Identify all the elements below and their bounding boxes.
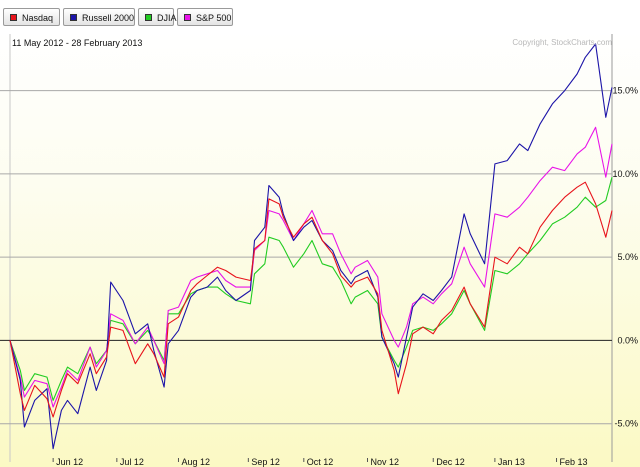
legend-item-nasdaq[interactable]: Nasdaq <box>3 8 60 26</box>
x-tick-label: Dec 12 <box>436 457 465 467</box>
series-line-nasdaq <box>9 181 613 418</box>
djia-swatch <box>145 14 152 21</box>
legend-label: DJIA <box>157 13 177 23</box>
copyright-notice: Copyright, StockCharts.com <box>512 38 612 47</box>
x-tick-label: Oct 12 <box>307 457 334 467</box>
y-tick-label: 10.0% <box>612 169 638 179</box>
series-lines <box>9 43 613 450</box>
legend-item-russell-2000[interactable]: Russell 2000 <box>63 8 135 26</box>
legend-item-djia[interactable]: DJIA <box>138 8 177 26</box>
legend-item-sp500[interactable]: S&P 500 <box>177 8 233 26</box>
x-tick-label: Jan 13 <box>498 457 525 467</box>
x-tick-label: Feb 13 <box>560 457 588 467</box>
nasdaq-swatch <box>10 14 17 21</box>
x-tick-label: Sep 12 <box>251 457 280 467</box>
y-tick-label: 15.0% <box>612 86 638 96</box>
legend-label: S&P 500 <box>196 13 232 23</box>
plot-background <box>0 32 640 467</box>
series-line-s-p-500 <box>9 126 613 408</box>
x-tick-label: Jul 12 <box>120 457 144 467</box>
date-range: 11 May 2012 - 28 February 2013 <box>12 38 142 48</box>
performance-chart: 15.0% 10.0% 5.0% 0.0% -5.0% Jun 12 Jul 12 Aug … <box>0 32 640 467</box>
y-tick-label: 0.0% <box>617 335 638 345</box>
y-tick-label: -5.0% <box>614 419 638 429</box>
chart-area: 15.0% 10.0% 5.0% 0.0% -5.0% Jun 12 Jul 12 Aug … <box>0 32 640 467</box>
x-tick-label: Aug 12 <box>181 457 210 467</box>
grid <box>0 34 613 462</box>
series-line-russell-2000 <box>9 43 613 450</box>
sp500-swatch <box>184 14 191 21</box>
legend-label: Nasdaq <box>22 13 54 23</box>
y-axis: 15.0% 10.0% 5.0% 0.0% -5.0% <box>612 86 638 429</box>
legend-label: Russell 2000 <box>82 13 135 23</box>
x-axis: Jun 12 Jul 12 Aug 12 Sep 12 Oct 12 Nov 12 Dec … <box>52 457 588 467</box>
legend-bar: Nasdaq Russell 2000 DJIA S&P 500 <box>0 0 640 28</box>
x-tick-label: Jun 12 <box>56 457 83 467</box>
x-tick-label: Nov 12 <box>371 457 400 467</box>
y-tick-label: 5.0% <box>617 252 638 262</box>
russell-2000-swatch <box>70 14 77 21</box>
